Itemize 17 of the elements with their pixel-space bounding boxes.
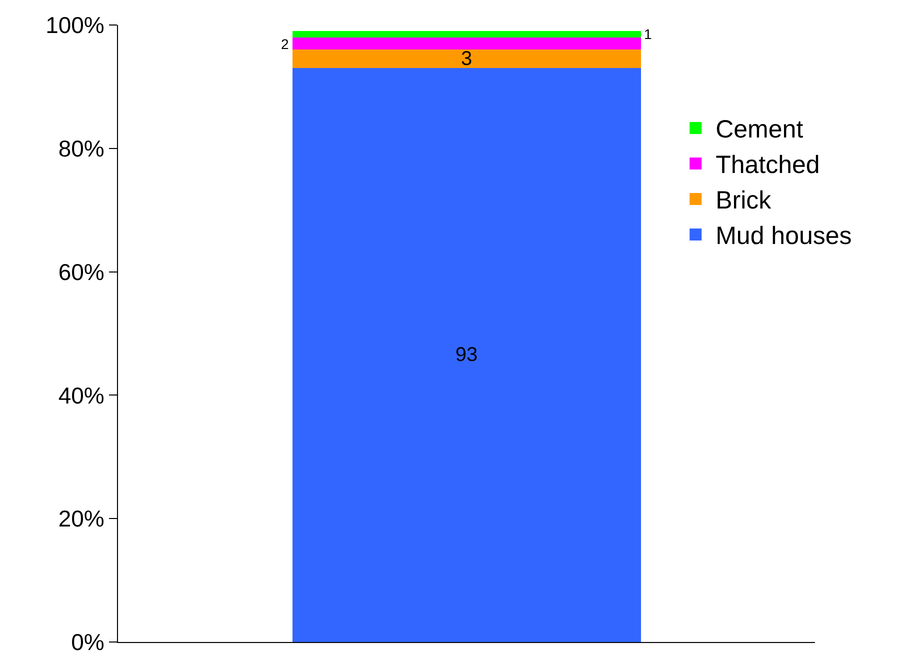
- y-tick-label: 80%: [58, 135, 104, 162]
- y-tick-label: 100%: [46, 12, 104, 38]
- y-tick-label: 0%: [71, 629, 104, 656]
- bar: [292, 50, 641, 68]
- y-tick-label: 60%: [58, 258, 104, 285]
- legend-label: Brick: [716, 186, 772, 215]
- legend-label: Mud houses: [716, 222, 852, 250]
- data-label: 2: [281, 36, 289, 52]
- y-tick-label: 20%: [58, 506, 104, 532]
- bar: [292, 31, 641, 38]
- data-label: 3: [460, 48, 472, 70]
- y-tick-label: 40%: [58, 382, 104, 408]
- legend-label: Cement: [716, 116, 804, 144]
- legend-label: Thatched: [716, 151, 820, 180]
- bar: [292, 37, 641, 50]
- data-label: 1: [644, 26, 652, 42]
- data-label: 93: [455, 344, 478, 366]
